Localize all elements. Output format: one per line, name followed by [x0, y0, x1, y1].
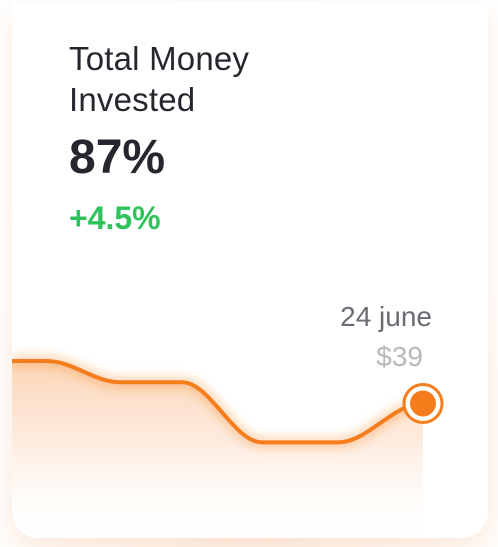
highlight-point-dot[interactable]	[410, 390, 436, 417]
tooltip-price: $39	[376, 341, 423, 372]
change-percentage: +4.5%	[69, 200, 161, 236]
chart-series-line	[12, 359, 425, 445]
chart-area-fill	[12, 361, 423, 538]
invested-percentage: 87%	[69, 131, 166, 184]
tooltip-date: 24 june	[340, 301, 432, 332]
card-title: Total Money Invested	[69, 40, 250, 118]
